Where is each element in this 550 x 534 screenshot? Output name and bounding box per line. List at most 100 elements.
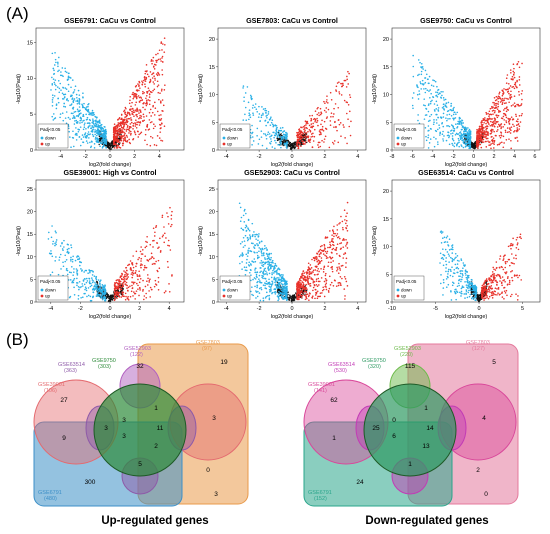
point-down [255,233,258,236]
point-up [502,109,505,111]
point-down [430,100,432,103]
point-up [128,102,131,105]
point-down [447,118,449,120]
point-down [94,136,97,139]
point-down [83,102,85,105]
point-down [89,299,92,302]
point-down [256,127,259,130]
point-down [71,260,74,263]
point-down [264,107,267,110]
point-up [117,283,120,286]
point-down [84,136,87,139]
point-down [272,262,274,264]
point-up [480,139,483,142]
point-down [77,285,80,288]
point-down [87,131,90,133]
point-down [99,124,102,127]
point-up [303,125,306,127]
point-down [441,122,443,125]
point-up [151,62,153,65]
point-down [76,102,79,105]
y-axis-label: -log10(Padj) [16,74,22,104]
point-up [152,127,155,130]
point-up [350,120,352,123]
point-down [256,281,258,284]
point-down [73,89,76,91]
point-up [153,123,155,125]
point-up [134,125,137,127]
point-up [116,124,119,127]
point-down [100,127,103,130]
point-up [116,291,119,294]
point-down [98,119,101,122]
point-up [119,130,122,132]
point-down [266,295,269,297]
point-up [136,121,138,124]
point-down [87,294,90,297]
point-up [492,101,494,104]
point-up [512,63,515,66]
point-down [278,277,280,279]
point-down [463,127,465,129]
point-down [447,131,449,133]
point-up [310,126,312,128]
point-up [143,295,146,297]
point-down [264,277,266,280]
point-up [148,281,150,283]
point-up [139,287,141,290]
point-down [442,90,444,93]
point-down [285,144,288,147]
point-up [342,84,344,86]
point-down [50,236,53,239]
point-up [132,97,135,100]
point-up [123,110,125,113]
point-down [253,247,256,249]
point-up [329,120,332,122]
point-up [143,264,146,267]
point-down [425,139,428,142]
point-ns [474,146,477,148]
point-down [89,113,91,116]
point-up [133,292,136,295]
point-up [349,134,352,137]
point-up [336,129,338,132]
point-up [132,281,135,284]
point-ns [290,146,293,148]
point-down [243,210,246,212]
point-up [515,86,518,88]
point-up [491,140,494,143]
point-down [281,131,284,133]
point-down [447,125,449,127]
x-tick-label: 2 [323,306,326,312]
point-down [268,272,271,275]
point-up [499,110,502,113]
point-down [275,285,278,287]
point-down [101,294,103,297]
point-up [160,139,162,142]
point-up [145,99,148,102]
point-up [149,286,152,289]
point-up [490,143,493,145]
point-down [82,105,84,108]
point-up [126,297,129,299]
point-up [489,141,491,143]
point-down [66,273,69,276]
point-down [72,145,75,148]
point-ns [112,146,114,149]
point-down [254,244,256,246]
point-up [123,134,125,137]
point-up [151,121,153,123]
y-tick-label: 0 [212,148,215,154]
point-down [271,146,274,148]
point-up [317,141,320,144]
point-up [146,235,148,238]
legend-marker-down [40,136,44,140]
point-up [349,110,351,113]
point-down [83,126,86,129]
point-down [452,144,454,146]
point-down [63,96,66,99]
point-down [75,100,77,102]
point-down [87,272,89,275]
point-down [89,295,92,298]
point-down [456,111,459,114]
